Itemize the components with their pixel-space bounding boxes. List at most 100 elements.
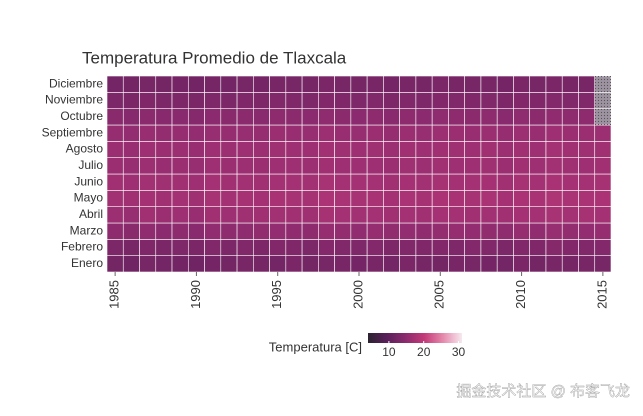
cell <box>139 239 157 256</box>
y-tick-label: Octubre <box>60 109 103 123</box>
cell <box>561 190 579 207</box>
cell <box>106 108 124 126</box>
cell <box>496 124 514 142</box>
cell <box>594 173 612 191</box>
cell <box>561 92 579 109</box>
cell <box>204 157 222 175</box>
cell <box>253 141 270 158</box>
cell <box>253 157 270 175</box>
cell <box>464 108 482 126</box>
cell <box>236 206 254 224</box>
cell <box>171 92 189 109</box>
cell <box>366 124 384 142</box>
na-cell <box>594 108 612 126</box>
cell <box>220 108 238 126</box>
cell <box>448 108 465 126</box>
cell <box>464 222 482 240</box>
cell <box>529 255 547 273</box>
cell <box>155 239 173 256</box>
x-tick-label: 2005 <box>432 280 447 309</box>
cell <box>106 190 124 207</box>
cell <box>594 190 612 207</box>
cell <box>399 190 417 207</box>
cell <box>480 75 498 93</box>
cell <box>204 141 222 158</box>
cell <box>448 222 465 240</box>
cell <box>269 92 287 109</box>
cell <box>545 75 563 93</box>
cell <box>545 124 563 142</box>
cell <box>399 124 417 142</box>
cell <box>383 255 400 273</box>
cell <box>187 92 205 109</box>
cell <box>415 173 433 191</box>
cell <box>122 92 140 109</box>
cell <box>399 222 417 240</box>
cell <box>545 173 563 191</box>
cell <box>513 157 531 175</box>
cell <box>480 108 498 126</box>
cell <box>513 222 531 240</box>
cell <box>253 173 270 191</box>
cell <box>204 222 222 240</box>
cell <box>318 255 335 273</box>
cell <box>578 255 596 273</box>
cell <box>431 190 449 207</box>
cell <box>464 173 482 191</box>
cell <box>594 239 612 256</box>
cell <box>220 141 238 158</box>
cell <box>334 92 352 109</box>
cell <box>334 190 352 207</box>
cell <box>383 108 400 126</box>
cell <box>122 255 140 273</box>
cell <box>220 157 238 175</box>
cell <box>480 124 498 142</box>
cell <box>529 124 547 142</box>
cell <box>334 239 352 256</box>
cell <box>545 157 563 175</box>
cell <box>285 108 303 126</box>
cell <box>301 108 319 126</box>
cell <box>431 255 449 273</box>
cell <box>464 190 482 207</box>
na-cell <box>594 75 612 93</box>
cell <box>594 124 612 142</box>
cell <box>513 190 531 207</box>
cell <box>220 75 238 93</box>
cell <box>464 157 482 175</box>
cell <box>285 190 303 207</box>
cell <box>318 108 335 126</box>
cell <box>431 239 449 256</box>
x-tick-label: 1990 <box>188 280 203 309</box>
cell <box>561 255 579 273</box>
cell <box>187 157 205 175</box>
cell <box>513 92 531 109</box>
y-tick-label: Febrero <box>61 240 103 254</box>
cell <box>269 173 287 191</box>
cell <box>236 108 254 126</box>
cell <box>545 239 563 256</box>
cell <box>464 75 482 93</box>
cell <box>334 75 352 93</box>
cell <box>448 157 465 175</box>
cell <box>269 190 287 207</box>
cell <box>464 92 482 109</box>
cell <box>269 206 287 224</box>
cell <box>578 75 596 93</box>
cell <box>464 255 482 273</box>
cell <box>594 206 612 224</box>
cell <box>318 173 335 191</box>
cell <box>496 157 514 175</box>
cell <box>529 157 547 175</box>
cell <box>171 239 189 256</box>
cell <box>269 108 287 126</box>
cell <box>220 206 238 224</box>
cell <box>285 124 303 142</box>
cell <box>366 157 384 175</box>
cell <box>448 124 465 142</box>
cell <box>301 206 319 224</box>
cell <box>171 108 189 126</box>
cell <box>236 255 254 273</box>
cell <box>334 173 352 191</box>
